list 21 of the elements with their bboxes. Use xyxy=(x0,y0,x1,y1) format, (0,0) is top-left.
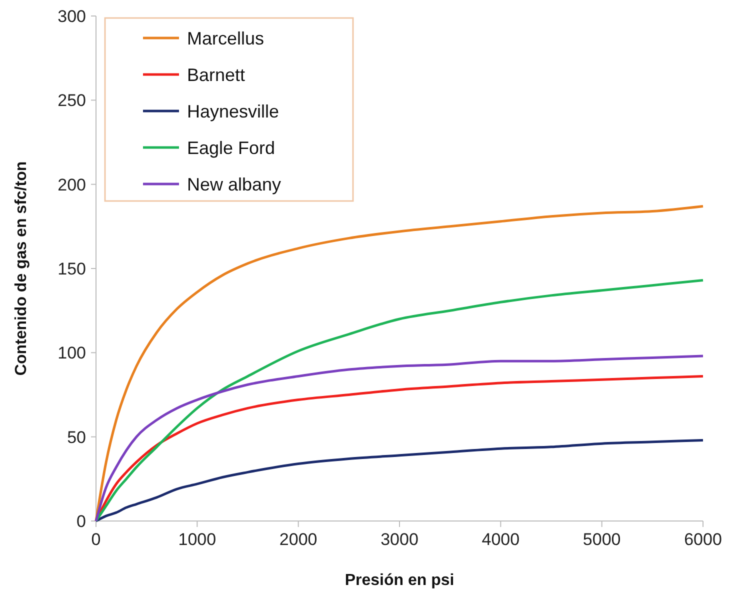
x-tick-label: 4000 xyxy=(482,530,520,549)
legend-label: Haynesville xyxy=(187,101,280,122)
legend-label: Eagle Ford xyxy=(187,138,276,158)
x-tick-label: 6000 xyxy=(684,530,722,549)
x-tick-label: 3000 xyxy=(380,530,418,549)
y-tick-label: 0 xyxy=(76,512,86,531)
x-tick-label: 0 xyxy=(91,530,101,549)
y-tick-label: 50 xyxy=(67,428,86,447)
x-tick-label: 5000 xyxy=(582,530,621,549)
y-tick-label: 250 xyxy=(58,91,86,110)
x-axis-title: Presión en psi xyxy=(344,572,454,589)
y-tick-label: 300 xyxy=(58,6,86,26)
y-axis-title: Contenido de gas en sfc/ton xyxy=(13,161,30,376)
y-tick-label: 150 xyxy=(58,259,86,278)
x-tick-label: 1000 xyxy=(178,530,216,549)
legend-label: Marcellus xyxy=(187,28,264,48)
y-tick-label: 100 xyxy=(58,344,86,363)
x-tick-label: 2000 xyxy=(279,530,318,549)
legend-label: Barnett xyxy=(187,64,246,85)
legend-label: New albany xyxy=(187,174,282,194)
y-tick-label: 200 xyxy=(58,175,86,194)
